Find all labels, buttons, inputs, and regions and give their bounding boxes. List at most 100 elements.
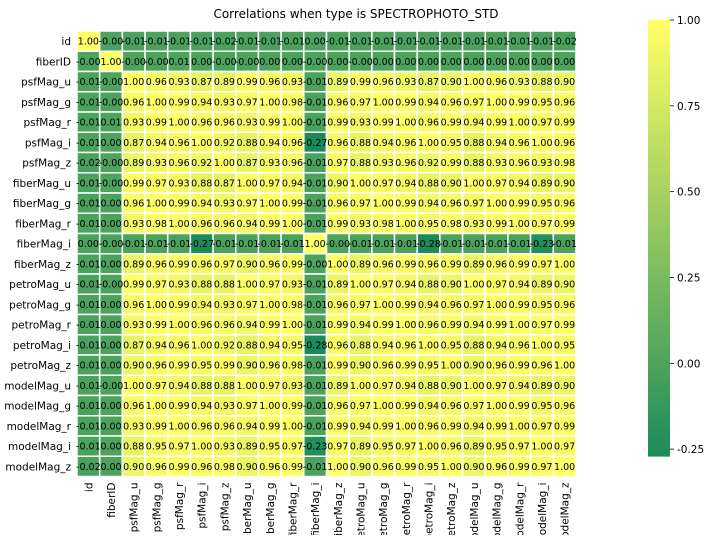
cell-value-label: 0.89 [123, 259, 144, 270]
cell-value-label: 0.93 [168, 280, 189, 291]
cell-value-label: 0.93 [214, 401, 235, 412]
cell-value-label: 0.96 [486, 462, 507, 473]
colorbar-segment [648, 254, 670, 261]
cell-value-label: -0.01 [121, 239, 146, 250]
cell-value-label: 0.98 [282, 97, 303, 108]
cell-value-label: 0.00 [486, 57, 507, 68]
cell-value-label: 0.89 [327, 77, 348, 88]
cell-value-label: 1.00 [373, 401, 394, 412]
cell-value-label: 0.00 [100, 259, 121, 270]
cell-value-label: 0.97 [237, 199, 258, 210]
cell-value-label: 0.97 [237, 300, 258, 311]
cell-value-label: 0.97 [509, 442, 530, 453]
cell-value-label: 0.96 [214, 320, 235, 331]
cell-value-label: 0.00 [554, 57, 575, 68]
colorbar-segment [648, 58, 670, 65]
cell-value-label: 0.99 [395, 401, 416, 412]
cell-value-label: 0.87 [418, 77, 439, 88]
cell-value-label: -0.01 [416, 37, 441, 48]
cell-value-label: 1.00 [531, 442, 552, 453]
cell-value-label: 0.88 [350, 158, 371, 169]
cell-value-label: 1.00 [463, 77, 484, 88]
cell-value-label: 0.99 [168, 97, 189, 108]
cell-value-label: 0.89 [531, 178, 552, 189]
cell-value-label: 0.97 [373, 178, 394, 189]
cell-value-label: 0.88 [214, 280, 235, 291]
cell-value-label: 0.99 [441, 118, 462, 129]
cell-value-label: -0.00 [303, 57, 328, 68]
cell-value-label: 0.93 [214, 97, 235, 108]
cell-value-label: 0.96 [373, 361, 394, 372]
cell-value-label: 1.00 [327, 259, 348, 270]
cell-value-label: 0.99 [259, 118, 280, 129]
y-tick-label-id: id [61, 36, 71, 48]
cell-value-label: 1.00 [554, 259, 575, 270]
colorbar-segment [648, 205, 670, 212]
cell-value-label: 0.88 [531, 77, 552, 88]
cell-value-label: 0.93 [168, 178, 189, 189]
cell-value-label: 0.00 [100, 462, 121, 473]
cell-value-label: 0.94 [146, 340, 167, 351]
cell-value-label: 0.96 [327, 97, 348, 108]
cell-value-label: -0.01 [394, 37, 419, 48]
cell-value-label: 0.89 [531, 381, 552, 392]
cell-value-label: 0.96 [373, 462, 394, 473]
cell-value-label: 0.97 [214, 259, 235, 270]
cell-value-label: 0.97 [486, 178, 507, 189]
cell-value-label: 1.00 [237, 178, 258, 189]
cell-value-label: 0.96 [554, 138, 575, 149]
colorbar-segment [648, 243, 670, 250]
cell-value-label: -0.01 [76, 259, 101, 270]
cell-value-label: -0.01 [76, 219, 101, 230]
cell-value-label: 0.93 [395, 77, 416, 88]
cell-value-label: -0.01 [303, 219, 328, 230]
cell-value-label: 1.00 [418, 442, 439, 453]
cell-value-label: 0.96 [441, 97, 462, 108]
cell-value-label: 0.93 [146, 158, 167, 169]
colorbar-segment [648, 292, 670, 299]
cell-value-label: 1.00 [509, 421, 530, 432]
cell-value-label: 0.96 [191, 320, 212, 331]
colorbar-segment [648, 385, 670, 392]
cell-value-label: 0.00 [305, 37, 326, 48]
cell-value-label: -0.00 [99, 280, 124, 291]
colorbar-segment [648, 85, 670, 92]
cell-value-label: 0.99 [441, 421, 462, 432]
cell-value-label: 0.97 [531, 219, 552, 230]
cell-value-label: 0.94 [237, 320, 258, 331]
cell-value-label: 0.96 [259, 77, 280, 88]
y-tick-label-psfMag_i: psfMag_i [25, 137, 71, 149]
colorbar-segment [648, 25, 670, 32]
cell-value-label: -0.01 [280, 37, 305, 48]
cell-value-label: -0.01 [76, 178, 101, 189]
cell-value-label: 0.89 [237, 442, 258, 453]
cell-value-label: 0.93 [350, 219, 371, 230]
cell-value-label: -0.01 [76, 421, 101, 432]
cell-value-label: 1.00 [237, 280, 258, 291]
colorbar-segment [648, 90, 670, 97]
cell-value-label: 0.96 [509, 158, 530, 169]
cell-value-label: -0.01 [235, 37, 260, 48]
cell-value-label: 0.96 [418, 259, 439, 270]
cell-value-label: 0.94 [463, 421, 484, 432]
cell-value-label: 0.96 [214, 219, 235, 230]
cell-value-label: -0.00 [235, 57, 260, 68]
cell-value-label: 0.90 [123, 361, 144, 372]
cell-value-label: -0.27 [303, 138, 328, 149]
cell-value-label: 0.00 [373, 57, 394, 68]
x-tick-label-petroMag_g: petroMag_g [378, 483, 390, 536]
cell-value-label: 1.00 [259, 199, 280, 210]
cell-value-label: 0.96 [282, 138, 303, 149]
cell-value-label: 0.96 [259, 259, 280, 270]
cell-value-label: 0.96 [259, 361, 280, 372]
y-tick-label-petroMag_i: petroMag_i [13, 340, 71, 352]
cell-value-label: 0.95 [418, 219, 439, 230]
y-tick-label-modelMag_i: modelMag_i [8, 441, 71, 453]
cell-value-label: 0.94 [259, 138, 280, 149]
cell-value-label: -0.01 [76, 361, 101, 372]
cell-value-label: 0.99 [486, 219, 507, 230]
cell-value-label: 0.93 [350, 118, 371, 129]
cell-value-label: 0.00 [100, 300, 121, 311]
cell-value-label: 1.00 [350, 381, 371, 392]
